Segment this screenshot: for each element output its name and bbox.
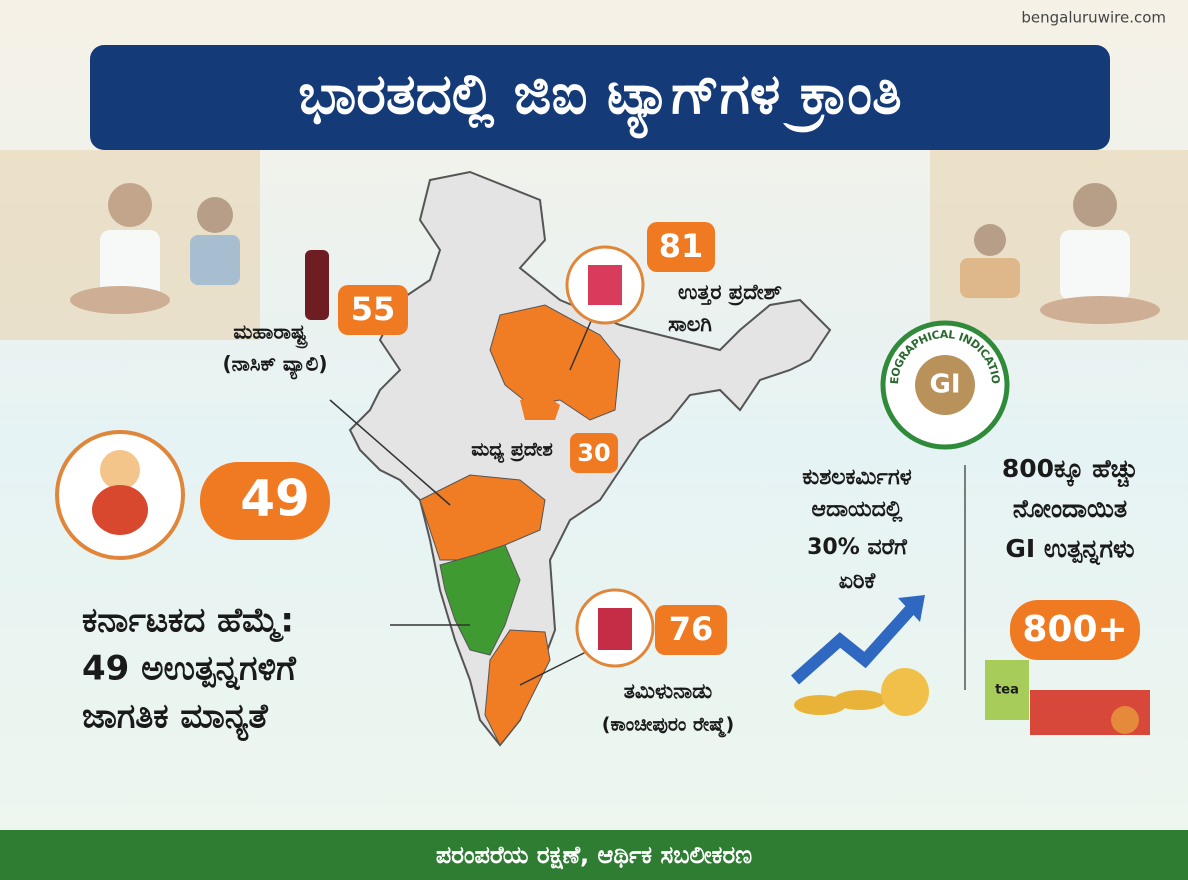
karnataka-count: 49 [240,470,310,528]
state-count: 30 [577,439,610,467]
registered-badge [1010,600,1140,660]
karnataka-line: 49 ಅಉತ್ಪನ್ನಗಳಿಗೆ [82,649,296,691]
registered-line: 800ಕ್ಕೂ ಹೆಚ್ಚು [1002,454,1138,488]
registered-count: 800+ [1022,609,1127,650]
registered-line: GI ಉತ್ಪನ್ನಗಳು [1005,534,1134,566]
count-badge [338,285,408,335]
state-count: 76 [669,610,714,648]
karnataka-line: ಜಾಗತಿಕ ಮಾನ್ಯತೆ [82,697,268,742]
wine-icon [305,250,329,320]
artisan-scene-right [930,150,1188,340]
maharashtra [419,474,546,561]
seal-center-text: GI [929,370,960,400]
footer-bar [0,830,1188,880]
karnataka-line: ಕರ್ನಾಟಕದ ಹೆಮ್ಮೆ: [82,601,294,643]
products-icon [985,660,1150,735]
tea-label: tea [995,683,1019,698]
income-line: 30% ವರೆಗೆ [807,535,908,560]
count-badge [647,222,715,272]
count-badge [570,433,618,473]
income-line: ಆದಾಯದಲ್ಲಿ [812,497,904,523]
callout-line [519,649,591,686]
callout-line [329,399,451,506]
source: bengaluruwire.com [1021,9,1166,27]
growth-icon [791,595,929,716]
doll-body [92,485,148,535]
state-count: 55 [351,290,396,328]
income-line: ಕುಶಲಕರ್ಮಿಗಳ [802,465,911,490]
state-name: ಉತ್ತರ ಪ್ರದೇಶ್ [678,280,782,306]
karnataka-badge [200,462,330,540]
title: ಭಾರತದಲ್ಲಿ ಜಿಐ ಟ್ಯಾಗ್‌ಗಳ ಕ್ರಾಂತಿ [298,62,901,138]
state-product: (ನಾಸಿಕ್ ವ್ಯಾಲಿ) [223,352,328,381]
state-name: ಮಧ್ಯ ಪ್ರದೇಶ [471,439,553,465]
footer-text: ಪರಂಪರೆಯ ರಕ್ಷಣೆ, ಆರ್ಥಿಕ ಸಬಲೀಕರಣ [436,841,752,870]
artisan-scene-left [0,150,260,340]
gi-seal-center [915,355,975,415]
state-product: (ಕಾಂಚೀಪುರಂ ರೇಷ್ಮೆ) [602,714,734,739]
saree-shape [588,265,622,305]
count-badge [655,605,727,655]
title-banner [90,45,1110,150]
karnataka [439,544,521,656]
saree-shape [598,608,632,650]
registered-line: ನೋಂದಾಯಿತ [1013,494,1127,523]
state-count: 81 [659,227,704,265]
state-product: ಸಾಲಗಿ [668,312,712,336]
madhya-pradesh-patch [520,395,560,420]
uttar-pradesh [489,304,621,421]
state-name: ತಮಿಳುನಾಡು [624,679,713,703]
tamil-nadu [484,629,551,746]
doll-head [100,450,140,490]
income-line: ಏರಿಕೆ [839,569,877,594]
